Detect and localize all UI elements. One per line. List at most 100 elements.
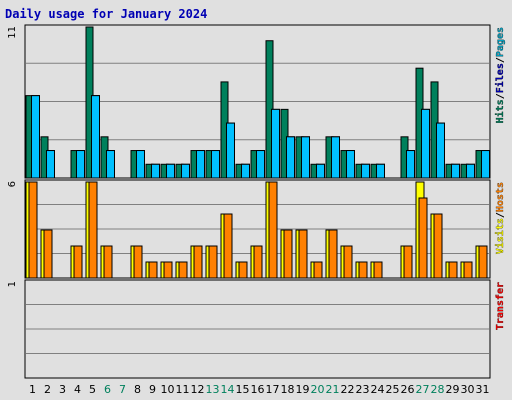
- legend-slash: /: [495, 57, 506, 63]
- bar-hosts-day-13: [208, 245, 218, 279]
- x-tick-label: 1: [29, 383, 36, 396]
- bar-hosts-day-11: [178, 261, 188, 279]
- bar-hosts-day-28: [433, 213, 443, 279]
- legend-hosts: Hosts: [495, 182, 506, 212]
- x-tick-label: 2: [44, 383, 51, 396]
- legend-slash: /: [495, 212, 506, 218]
- bar-pages-day-19: [301, 136, 310, 179]
- x-tick-label: 15: [236, 383, 250, 396]
- x-tick-label: 29: [446, 383, 460, 396]
- x-tick-label: 22: [341, 383, 355, 396]
- legend-files: Files: [494, 63, 506, 93]
- bar-pages-day-28: [436, 122, 445, 179]
- x-tick-label: 30: [461, 383, 475, 396]
- bar-hosts-day-18: [283, 229, 293, 279]
- legend-label: Transfer: [495, 282, 506, 330]
- x-tick-label: 13: [206, 383, 220, 396]
- x-tick-label: 23: [356, 383, 370, 396]
- bar-hosts-day-6: [103, 245, 113, 279]
- bar-hosts-day-8: [133, 245, 143, 279]
- legend-transfer: Transfer: [495, 282, 506, 330]
- legend-visits: Visits: [494, 218, 506, 254]
- bar-hosts-day-14: [223, 213, 233, 279]
- chart-title: Daily usage for January 2024: [5, 7, 208, 21]
- bar-hosts-day-17: [268, 181, 278, 279]
- x-tick-label: 4: [74, 383, 81, 396]
- x-tick-label: 7: [119, 383, 126, 396]
- x-tick-label: 18: [281, 383, 295, 396]
- bar-pages-day-14: [226, 122, 235, 179]
- x-tick-label: 10: [161, 383, 175, 396]
- y-max-label: 6: [7, 181, 18, 187]
- bar-hosts-day-19: [298, 229, 308, 279]
- bar-pages-day-24: [376, 163, 385, 179]
- bar-pages-day-27: [421, 108, 430, 179]
- x-tick-label: 9: [149, 383, 156, 396]
- chart-panel-transfer: 1 Transfer: [7, 279, 506, 379]
- bar-hosts-day-26: [403, 245, 413, 279]
- legend-label: Visits/Hosts: [494, 182, 506, 254]
- x-tick-label: 21: [326, 383, 340, 396]
- bar-pages-day-1: [31, 95, 40, 179]
- bar-pages-day-12: [196, 150, 205, 179]
- y-max-label: 1: [7, 281, 18, 287]
- legend-label: Hits/Files/Pages: [494, 27, 506, 123]
- bar-hosts-day-21: [328, 229, 338, 279]
- x-tick-label: 14: [221, 383, 235, 396]
- bar-hosts-day-29: [448, 261, 458, 279]
- bar-hosts-day-9: [148, 261, 158, 279]
- bar-pages-day-2: [46, 150, 55, 179]
- bar-pages-day-4: [76, 150, 85, 179]
- bar-hosts-day-4: [73, 245, 83, 279]
- bar-pages-day-15: [241, 163, 250, 179]
- bar-hosts-day-31: [478, 245, 488, 279]
- bar-hosts-day-22: [343, 245, 353, 279]
- x-tick-label: 6: [104, 383, 111, 396]
- legend-hits: Hits: [494, 99, 506, 123]
- x-tick-label: 25: [386, 383, 400, 396]
- bar-hosts-day-27: [418, 197, 428, 279]
- bar-pages-day-16: [256, 150, 265, 179]
- legend-slash: /: [495, 93, 506, 99]
- bar-pages-day-23: [361, 163, 370, 179]
- bar-pages-day-31: [481, 150, 490, 179]
- x-tick-label: 28: [431, 383, 445, 396]
- x-tick-label: 17: [266, 383, 280, 396]
- bar-pages-day-11: [181, 163, 190, 179]
- bar-hosts-day-12: [193, 245, 203, 279]
- x-tick-label: 19: [296, 383, 310, 396]
- bar-pages-day-20: [316, 163, 325, 179]
- bar-pages-day-29: [451, 163, 460, 179]
- bar-pages-day-30: [466, 163, 475, 179]
- chart-panel-visits-hosts: 6 Visits/Hosts: [7, 179, 506, 279]
- x-tick-label: 27: [416, 383, 430, 396]
- bar-pages-day-5: [91, 95, 100, 179]
- bar-pages-day-8: [136, 150, 145, 179]
- bar-hosts-day-15: [238, 261, 248, 279]
- bar-pages-day-17: [271, 108, 280, 179]
- bar-pages-day-9: [151, 163, 160, 179]
- bar-pages-day-13: [211, 150, 220, 179]
- panel-border: [24, 279, 491, 379]
- bar-hosts-day-16: [253, 245, 263, 279]
- x-tick-label: 12: [191, 383, 205, 396]
- y-max-label: 11: [7, 26, 18, 39]
- x-tick-label: 31: [476, 383, 490, 396]
- legend-pages: Pages: [495, 27, 506, 57]
- x-tick-label: 11: [176, 383, 190, 396]
- bar-pages-day-10: [166, 163, 175, 179]
- bar-hosts-day-24: [373, 261, 383, 279]
- bar-pages-day-26: [406, 150, 415, 179]
- bar-hosts-day-23: [358, 261, 368, 279]
- x-tick-label: 3: [59, 383, 66, 396]
- bar-pages-day-6: [106, 150, 115, 179]
- bar-hosts-day-30: [463, 261, 473, 279]
- bar-hosts-day-20: [313, 261, 323, 279]
- x-tick-label: 5: [89, 383, 96, 396]
- x-tick-label: 8: [134, 383, 141, 396]
- bar-pages-day-18: [286, 136, 295, 179]
- x-tick-label: 26: [401, 383, 415, 396]
- bar-pages-day-22: [346, 150, 355, 179]
